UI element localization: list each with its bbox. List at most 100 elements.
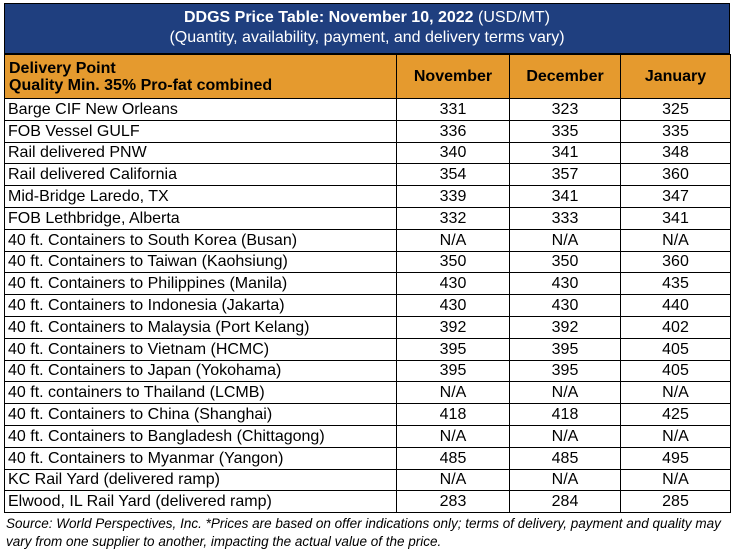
january-price-cell: 348: [620, 141, 731, 165]
january-price-cell: 440: [620, 294, 731, 317]
price-table-container: DDGS Price Table: November 10, 2022 (USD…: [4, 3, 731, 551]
delivery-point-cell: Mid-Bridge Laredo, TX: [4, 185, 397, 208]
january-price-cell: 360: [620, 250, 731, 274]
table-header-row: Delivery Point Quality Min. 35% Pro-fat …: [4, 54, 731, 99]
header-delivery-point-line2: Quality Min. 35% Pro-fat combined: [9, 76, 273, 94]
ddgs-price-table: Delivery Point Quality Min. 35% Pro-fat …: [4, 54, 731, 514]
table-row: Rail delivered California 354 357 360: [4, 163, 731, 187]
delivery-point-cell: 40 ft. Containers to South Korea (Busan): [4, 228, 397, 252]
table-row: Barge CIF New Orleans 331 323 325: [4, 98, 731, 121]
january-price-cell: 341: [620, 206, 731, 230]
december-price-cell: 430: [509, 272, 621, 296]
header-december: December: [509, 54, 621, 99]
table-row: Rail delivered PNW 340 341 348: [4, 141, 731, 165]
table-row: 40 ft. Containers to China (Shanghai) 418…: [4, 403, 731, 426]
delivery-point-cell: 40 ft. Containers to Bangladesh (Chittag…: [4, 424, 397, 448]
delivery-point-cell: FOB Vessel GULF: [4, 119, 397, 143]
table-row: Elwood, IL Rail Yard (delivered ramp) 283…: [4, 490, 731, 514]
table-row: 40 ft. containers to Thailand (LCMB) N/A N…: [4, 381, 731, 405]
january-price-cell: 325: [620, 98, 731, 121]
december-price-cell: 333: [509, 206, 621, 230]
december-price-cell: N/A: [509, 228, 621, 252]
november-price-cell: 283: [396, 490, 510, 514]
december-price-cell: N/A: [509, 468, 621, 492]
december-price-cell: 418: [509, 403, 621, 426]
delivery-point-cell: 40 ft. Containers to Indonesia (Jakarta): [4, 294, 397, 317]
table-row: 40 ft. Containers to Bangladesh (Chittag…: [4, 424, 731, 448]
delivery-point-cell: Barge CIF New Orleans: [4, 98, 397, 121]
table-row: 40 ft. Containers to Indonesia (Jakarta)…: [4, 294, 731, 317]
january-price-cell: N/A: [620, 468, 731, 492]
december-price-cell: 284: [509, 490, 621, 514]
november-price-cell: 392: [396, 315, 510, 339]
delivery-point-cell: Rail delivered PNW: [4, 141, 397, 165]
january-price-cell: 405: [620, 359, 731, 383]
november-price-cell: 485: [396, 446, 510, 470]
table-row: Mid-Bridge Laredo, TX 339 341 347: [4, 185, 731, 208]
november-price-cell: 430: [396, 272, 510, 296]
november-price-cell: 340: [396, 141, 510, 165]
december-price-cell: 323: [509, 98, 621, 121]
january-price-cell: 402: [620, 315, 731, 339]
table-row: 40 ft. Containers to South Korea (Busan)…: [4, 228, 731, 252]
january-price-cell: 435: [620, 272, 731, 296]
table-title-unit: (USD/MT): [473, 9, 551, 26]
december-price-cell: N/A: [509, 381, 621, 405]
table-title-bar: DDGS Price Table: November 10, 2022 (USD…: [4, 3, 730, 54]
table-subtitle: (Quantity, availability, payment, and de…: [169, 29, 565, 46]
delivery-point-cell: 40 ft. Containers to Vietnam (HCMC): [4, 337, 397, 361]
delivery-point-cell: Elwood, IL Rail Yard (delivered ramp): [4, 490, 397, 514]
january-price-cell: 360: [620, 163, 731, 187]
november-price-cell: 331: [396, 98, 510, 121]
delivery-point-cell: Rail delivered California: [4, 163, 397, 187]
december-price-cell: 335: [509, 119, 621, 143]
december-price-cell: 430: [509, 294, 621, 317]
table-title-bold: DDGS Price Table: November 10, 2022: [183, 9, 474, 26]
november-price-cell: 430: [396, 294, 510, 317]
delivery-point-cell: 40 ft. Containers to China (Shanghai): [4, 403, 397, 426]
table-row: FOB Lethbridge, Alberta 332 333 341: [4, 206, 731, 230]
delivery-point-cell: FOB Lethbridge, Alberta: [4, 206, 397, 230]
november-price-cell: 354: [396, 163, 510, 187]
january-price-cell: N/A: [620, 381, 731, 405]
december-price-cell: 392: [509, 315, 621, 339]
header-delivery-point-line1: Delivery Point: [9, 59, 116, 77]
header-january: January: [620, 54, 731, 99]
november-price-cell: 336: [396, 119, 510, 143]
january-price-cell: 347: [620, 185, 731, 208]
header-november: November: [396, 54, 510, 99]
january-price-cell: 405: [620, 337, 731, 361]
january-price-cell: N/A: [620, 424, 731, 448]
november-price-cell: 395: [396, 359, 510, 383]
table-row: 40 ft. Containers to Vietnam (HCMC) 395 39…: [4, 337, 731, 361]
december-price-cell: 395: [509, 359, 621, 383]
november-price-cell: 395: [396, 337, 510, 361]
source-footnote: Source: World Perspectives, Inc. *Prices…: [6, 516, 721, 550]
december-price-cell: 395: [509, 337, 621, 361]
november-price-cell: N/A: [396, 381, 510, 405]
table-row: FOB Vessel GULF 336 335 335: [4, 119, 731, 143]
december-price-cell: N/A: [509, 424, 621, 448]
table-row: 40 ft. Containers to Malaysia (Port Kela…: [4, 315, 731, 339]
header-delivery-point: Delivery Point Quality Min. 35% Pro-fat …: [4, 54, 397, 99]
delivery-point-cell: 40 ft. Containers to Myanmar (Yangon): [4, 446, 397, 470]
november-price-cell: N/A: [396, 468, 510, 492]
january-price-cell: 285: [620, 490, 731, 514]
november-price-cell: 350: [396, 250, 510, 274]
table-row: 40 ft. Containers to Myanmar (Yangon) 485…: [4, 446, 731, 470]
january-price-cell: 425: [620, 403, 731, 426]
december-price-cell: 341: [509, 185, 621, 208]
december-price-cell: 350: [509, 250, 621, 274]
delivery-point-cell: 40 ft. Containers to Japan (Yokohama): [4, 359, 397, 383]
november-price-cell: N/A: [396, 228, 510, 252]
delivery-point-cell: 40 ft. Containers to Philippines (Manila…: [4, 272, 397, 296]
table-title: DDGS Price Table: November 10, 2022 (USD…: [5, 8, 729, 28]
delivery-point-cell: 40 ft. containers to Thailand (LCMB): [4, 381, 397, 405]
table-row: 40 ft. Containers to Philippines (Manila…: [4, 272, 731, 296]
january-price-cell: N/A: [620, 228, 731, 252]
table-row: 40 ft. Containers to Taiwan (Kaohsiung) 3…: [4, 250, 731, 274]
january-price-cell: 335: [620, 119, 731, 143]
december-price-cell: 357: [509, 163, 621, 187]
november-price-cell: 332: [396, 206, 510, 230]
delivery-point-cell: 40 ft. Containers to Taiwan (Kaohsiung): [4, 250, 397, 274]
